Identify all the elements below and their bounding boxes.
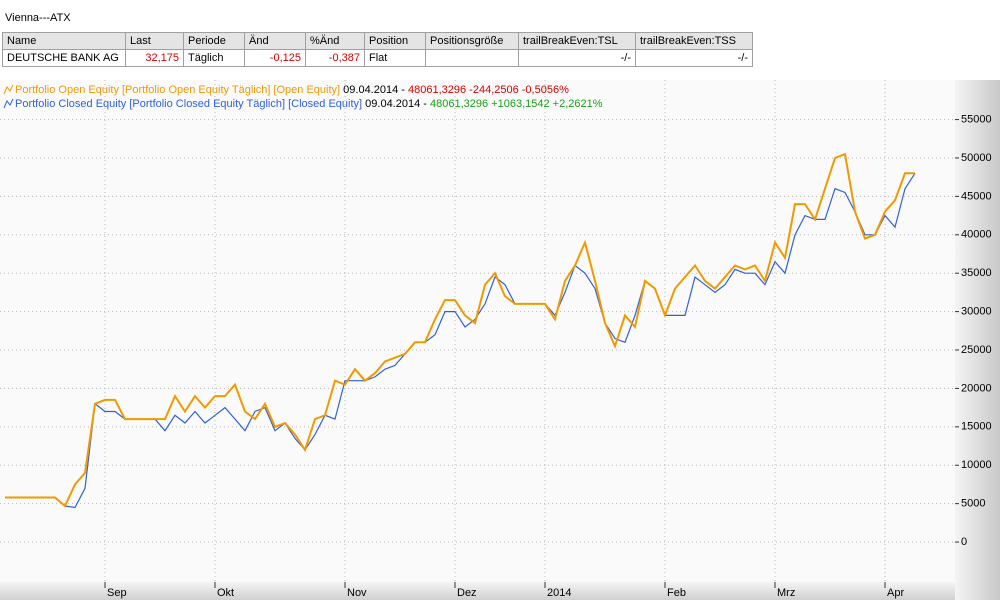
legend-date: 09.04.2014 -: [343, 84, 405, 96]
y-tick-label: 20000: [961, 382, 992, 394]
y-tick-label: 45000: [961, 190, 992, 202]
header-row: Name Last Periode Änd %Änd Position Posi…: [2, 32, 753, 50]
series-line: [5, 172, 916, 509]
x-tick-label: Okt: [217, 587, 234, 599]
y-tick-label: 30000: [961, 306, 992, 318]
col-header[interactable]: Änd: [244, 32, 306, 50]
col-header[interactable]: trailBreakEven:TSS: [635, 32, 753, 50]
cell: [425, 49, 519, 67]
y-tick-label: 10000: [961, 459, 992, 471]
legend-entry: Portfolio Closed Equity [Portfolio Close…: [15, 98, 603, 110]
chart: 0 5000 10000 15000 20000 25000 30000 35000 40000…: [0, 80, 1000, 600]
col-header[interactable]: Position: [364, 32, 426, 50]
y-tick-label: 5000: [961, 498, 985, 510]
legend-date: 09.04.2014 -: [365, 98, 427, 110]
legend-icon: [3, 84, 14, 95]
cell: -/-: [635, 49, 753, 67]
x-tick-label: Nov: [347, 587, 367, 599]
cell: Flat: [364, 49, 426, 67]
x-tick-label: Feb: [667, 587, 686, 599]
y-tick-label: 25000: [961, 344, 992, 356]
legend-name: Portfolio Open Equity [Portfolio Open Eq…: [15, 84, 340, 96]
col-header[interactable]: Periode: [183, 32, 245, 50]
col-header[interactable]: Last: [125, 32, 184, 50]
y-tick-label: 40000: [961, 229, 992, 241]
data-row[interactable]: DEUTSCHE BANK AG 32,175 Täglich -0,125 -…: [2, 49, 753, 67]
col-header[interactable]: Name: [2, 32, 126, 50]
x-tick-label: Dez: [457, 587, 477, 599]
cell: 32,175: [125, 49, 184, 67]
y-tick-label: 0: [961, 536, 967, 548]
legend-summary: 48061,3296 +1063,1542 +2,2621%: [430, 98, 603, 110]
y-axis-area: [955, 80, 1000, 600]
y-tick-label: 55000: [961, 113, 992, 125]
legend-name: Portfolio Closed Equity [Portfolio Close…: [15, 98, 362, 110]
x-tick-label: Sep: [107, 587, 127, 599]
cell: Täglich: [183, 49, 245, 67]
y-tick-label: 50000: [961, 152, 992, 164]
col-header[interactable]: %Änd: [305, 32, 365, 50]
cell: DEUTSCHE BANK AG: [2, 49, 126, 67]
cell: -0,387: [305, 49, 365, 67]
plot-area: [0, 80, 955, 582]
col-header[interactable]: Positionsgröße: [425, 32, 519, 50]
window-title: Vienna---ATX: [5, 12, 71, 24]
x-tick-label: 2014: [547, 587, 571, 599]
legend-icon: [3, 98, 14, 109]
x-tick-label: Apr: [887, 587, 904, 599]
cell: -/-: [518, 49, 636, 67]
x-axis-area: [0, 582, 955, 600]
y-tick-label: 35000: [961, 267, 992, 279]
cell: -0,125: [244, 49, 306, 67]
legend-entry: Portfolio Open Equity [Portfolio Open Eq…: [15, 84, 569, 96]
y-tick-label: 15000: [961, 421, 992, 433]
legend-summary: 48061,3296 -244,2506 -0,5056%: [408, 84, 569, 96]
x-tick-label: Mrz: [777, 587, 795, 599]
quote-table: Name Last Periode Änd %Änd Position Posi…: [2, 32, 753, 67]
col-header[interactable]: trailBreakEven:TSL: [518, 32, 636, 50]
series-line: [5, 152, 915, 508]
